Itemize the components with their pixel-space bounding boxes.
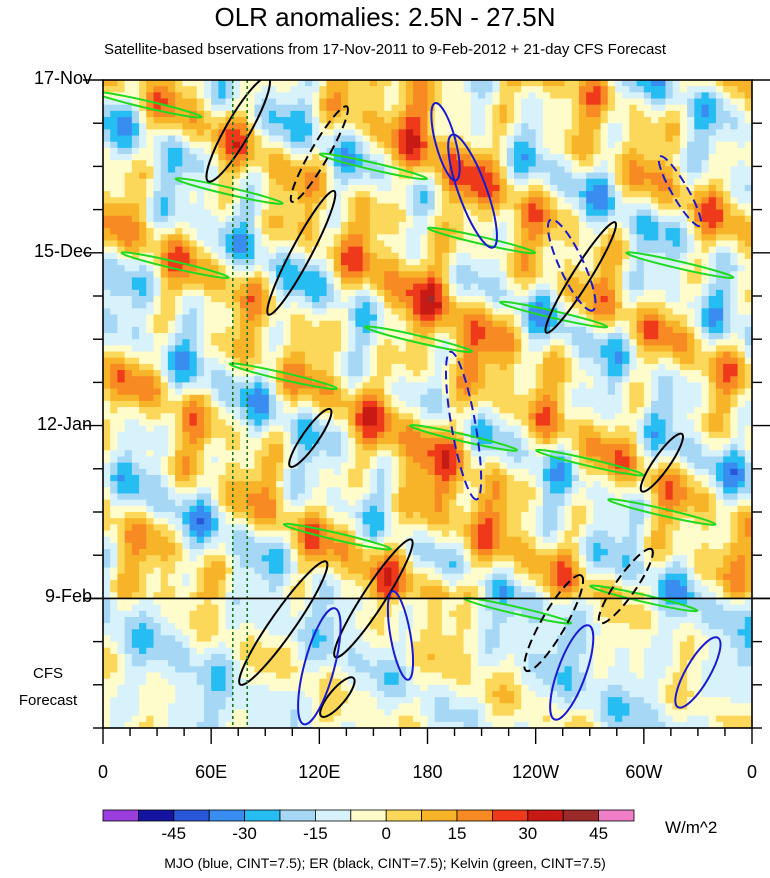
colorbar-swatch — [456, 809, 493, 822]
colorbar-swatch — [279, 809, 316, 822]
legend-footnote: MJO (blue, CINT=7.5); ER (black, CINT=7.… — [164, 855, 606, 871]
er-contour — [333, 538, 414, 659]
olr-anomaly-field — [103, 80, 752, 728]
mjo-contour — [297, 607, 342, 726]
colorbar-swatch — [244, 809, 281, 822]
colorbar-swatch — [173, 809, 210, 822]
x-tick-label: 120W — [512, 762, 560, 782]
mjo-contour — [444, 350, 483, 501]
er-contour — [523, 574, 585, 673]
kelvin-contour — [426, 226, 537, 255]
kelvin-contour — [499, 300, 609, 329]
mjo-contour — [674, 636, 722, 709]
y-tick-label: 9-Feb — [44, 586, 92, 607]
colorbar-label: 15 — [447, 824, 467, 843]
colorbar-label: 0 — [381, 824, 391, 843]
er-contour — [205, 80, 271, 183]
forecast-label-line1: CFS — [33, 665, 63, 682]
er-contour — [597, 547, 654, 625]
kelvin-contour — [535, 448, 645, 477]
kelvin-contour — [103, 90, 203, 119]
kelvin-contour — [174, 177, 284, 205]
x-tick-label: 120E — [298, 762, 341, 782]
mjo-contour — [657, 155, 703, 227]
colorbar-swatch — [137, 809, 175, 822]
mjo-contour — [549, 624, 595, 721]
y-tick-label: 15-Dec — [33, 240, 92, 261]
kelvin-contour — [228, 362, 338, 391]
kelvin-contour — [120, 251, 230, 279]
colorbar-label: -15 — [303, 824, 328, 843]
colorbar-swatch — [350, 809, 387, 822]
mjo-contour — [546, 218, 597, 312]
colorbar-swatch — [598, 809, 635, 822]
colorbar-swatch — [527, 809, 564, 822]
colorbar-swatch — [491, 809, 529, 822]
colorbar-label: 30 — [518, 824, 538, 843]
er-contour — [639, 432, 684, 493]
chart-title: OLR anomalies: 2.5N - 27.5N — [214, 2, 556, 32]
forecast-label-line2: Forecast — [18, 692, 78, 709]
colorbar-swatch — [314, 809, 352, 822]
x-tick-label: 60W — [625, 762, 663, 782]
mjo-contour — [430, 101, 461, 182]
colorbar-label: 45 — [589, 824, 609, 843]
kelvin-contour — [408, 424, 519, 452]
er-contour — [319, 676, 356, 718]
er-contour — [266, 189, 337, 316]
chart-subtitle: Satellite-based bservations from 17-Nov-… — [103, 41, 667, 58]
er-contour — [544, 221, 618, 334]
colorbar-swatch — [421, 809, 458, 822]
kelvin-contour — [625, 251, 735, 279]
contour-overlays — [103, 80, 735, 726]
x-tick-label: 0 — [746, 762, 757, 782]
x-tick-label: 60E — [195, 762, 228, 782]
colorbar-swatch — [385, 809, 423, 822]
x-tick-label: 0 — [97, 762, 108, 782]
y-tick-label: 17-Nov — [33, 68, 92, 88]
mjo-contour — [386, 590, 415, 681]
kelvin-contour — [282, 522, 392, 551]
colorbar-label: -45 — [161, 824, 187, 843]
colorbar-swatch — [208, 809, 245, 822]
kelvin-contour — [589, 584, 699, 613]
colorbar-units: W/m^2 — [665, 818, 718, 837]
kelvin-contour — [318, 152, 429, 181]
er-contour — [238, 560, 329, 686]
x-tick-label: 180 — [412, 762, 443, 782]
colorbar-swatch — [102, 809, 139, 822]
y-tick-label: 12-Jan — [36, 413, 92, 434]
er-contour — [289, 105, 349, 203]
mjo-contour — [447, 133, 498, 249]
colorbar-label: -30 — [232, 824, 257, 843]
colorbar-swatch — [562, 809, 600, 822]
er-contour — [288, 407, 333, 468]
kelvin-contour — [363, 325, 474, 354]
kelvin-contour — [607, 498, 717, 526]
